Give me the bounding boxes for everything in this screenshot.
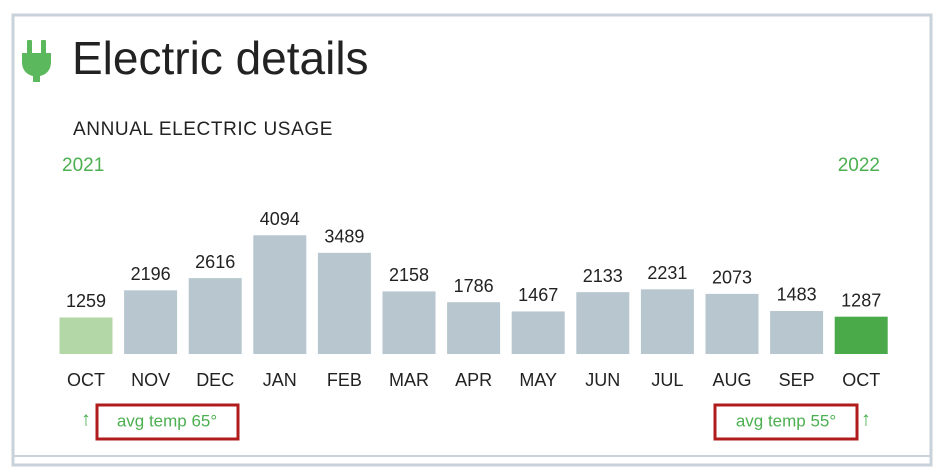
x-tick-label: JAN: [263, 370, 297, 390]
bar: [834, 316, 888, 354]
annotation-box: [713, 403, 859, 441]
value-label: 3489: [324, 227, 364, 247]
start-year: 2021: [62, 155, 104, 176]
x-tick-label: NOV: [131, 370, 170, 390]
bar: [511, 311, 565, 354]
value-label: 1287: [841, 290, 881, 310]
bar: [576, 292, 630, 354]
value-label: 1483: [777, 285, 817, 305]
bar: [382, 291, 436, 354]
arrow-icon: ↑: [861, 408, 871, 430]
plug-icon: [22, 40, 51, 82]
x-tick-label: APR: [455, 370, 492, 390]
bar: [317, 252, 371, 354]
x-tick-label: DEC: [196, 370, 234, 390]
end-year: 2022: [838, 155, 880, 176]
x-tick-label: JUL: [651, 370, 683, 390]
value-label: 4094: [260, 209, 300, 229]
bar: [705, 293, 759, 354]
x-tick-label: MAY: [519, 370, 557, 390]
annotation-box: [95, 403, 240, 441]
x-tick-label: AUG: [712, 370, 751, 390]
bar: [124, 290, 178, 354]
bar: [253, 235, 307, 354]
bar: [447, 302, 501, 354]
x-tick-label: SEP: [779, 370, 815, 390]
value-label: 2231: [647, 263, 687, 283]
x-tick-label: OCT: [842, 370, 880, 390]
annotation: avg temp 55°: [736, 411, 836, 430]
annotation: avg temp 65°: [117, 411, 217, 430]
chart-title: Electric details: [72, 32, 369, 84]
bar: [59, 317, 113, 354]
value-label: 1259: [66, 291, 106, 311]
x-tick-label: FEB: [327, 370, 362, 390]
panel-frame: [11, 13, 933, 467]
arrow-icon: ↑: [81, 408, 91, 430]
x-tick-label: MAR: [389, 370, 429, 390]
value-label: 1786: [454, 276, 494, 296]
x-tick-label: OCT: [67, 370, 105, 390]
value-label: 2073: [712, 268, 752, 288]
value-label: 2616: [195, 252, 235, 272]
value-label: 1467: [518, 285, 558, 305]
chart-subtitle: ANNUAL ELECTRIC USAGE: [73, 119, 333, 140]
value-label: 2158: [389, 265, 429, 285]
bar: [188, 278, 242, 354]
value-label: 2133: [583, 266, 623, 286]
value-label: 2196: [131, 264, 171, 284]
x-tick-label: JUN: [585, 370, 620, 390]
bar: [770, 310, 824, 354]
bar: [640, 289, 694, 354]
